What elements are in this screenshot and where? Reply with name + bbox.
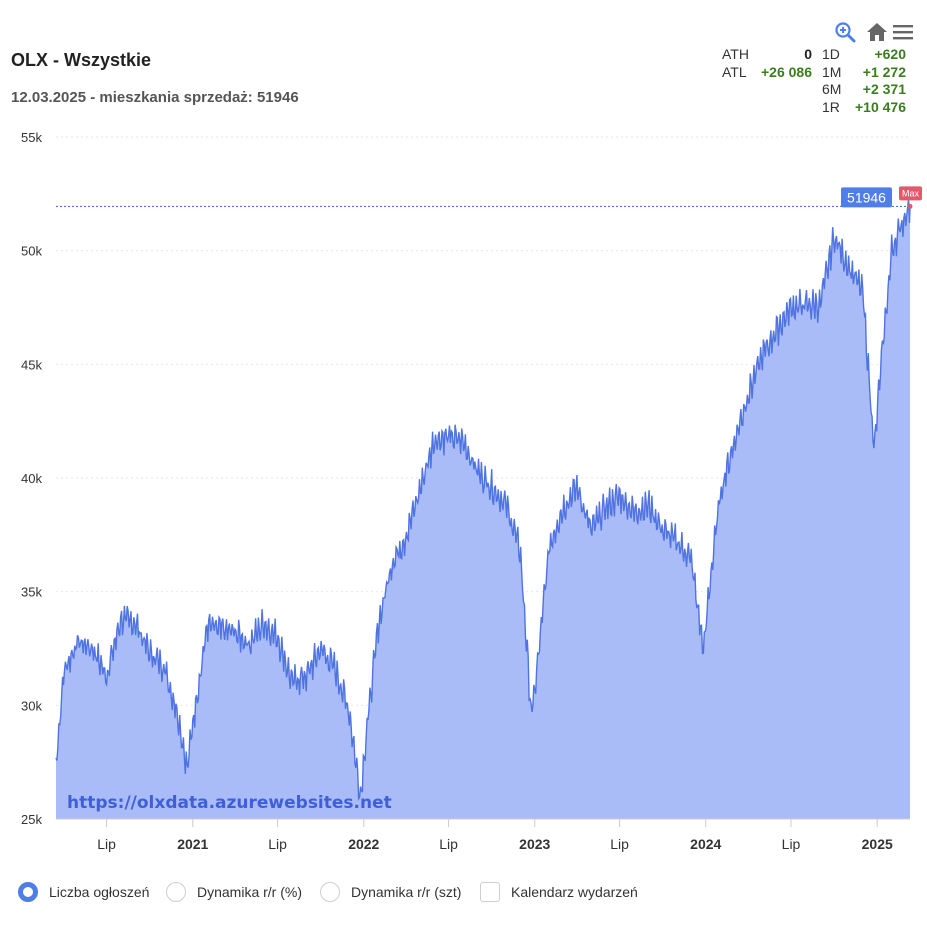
reference-label: 51946: [841, 187, 892, 208]
x-tick-label: Lip: [97, 836, 116, 852]
home-icon[interactable]: [865, 20, 889, 44]
legend-label: Liczba ogłoszeń: [49, 884, 150, 900]
x-tick-label: Lip: [610, 836, 629, 852]
legend-label: Kalendarz wydarzeń: [511, 884, 638, 900]
r1-label: 1R: [822, 99, 840, 115]
max-point[interactable]: [907, 203, 913, 209]
m1-value: +1 272: [862, 64, 906, 80]
x-tick-label: Lip: [439, 836, 458, 852]
y-tick-label: 50k: [21, 244, 42, 259]
ath-value: 0: [804, 46, 812, 62]
legend-label: Dynamika r/r (%): [197, 884, 303, 900]
radio-unselected-icon[interactable]: [320, 882, 340, 902]
m1-label: 1M: [822, 64, 842, 80]
d1-label: 1D: [822, 46, 840, 62]
d1-value: +620: [874, 46, 906, 62]
x-tick-label: 2024: [690, 836, 721, 852]
radio-unselected-icon[interactable]: [166, 882, 186, 902]
max-badge-text: Max: [902, 188, 920, 198]
reference-label-text: 51946: [847, 189, 886, 205]
x-tick-label: 2025: [862, 836, 893, 852]
zoom-icon[interactable]: [833, 20, 857, 44]
chart-subtitle: 12.03.2025 - mieszkania sprzedaż: 51946: [11, 89, 299, 106]
atl-label: ATL: [722, 64, 747, 80]
max-badge: Max: [899, 186, 922, 201]
atl-value: +26 086: [761, 64, 812, 80]
y-tick-label: 30k: [21, 698, 42, 713]
radio-selected-icon[interactable]: [18, 882, 38, 902]
series-line[interactable]: [55, 197, 911, 801]
y-tick-label: 35k: [21, 585, 42, 600]
x-axis: Lip 2021 Lip 2022 Lip 2023 Lip 2024 Lip 2025: [97, 819, 893, 852]
checkbox-icon[interactable]: [480, 882, 500, 902]
chart-title: OLX - Wszystkie: [11, 50, 152, 70]
legend-label: Dynamika r/r (szt): [351, 884, 462, 900]
x-tick-label: Lip: [782, 836, 801, 852]
y-tick-label: 45k: [21, 357, 42, 372]
x-tick-label: Lip: [268, 836, 287, 852]
m6-value: +2 371: [862, 81, 906, 97]
y-tick-label: 25k: [21, 812, 42, 827]
menu-icon[interactable]: [891, 20, 915, 44]
x-tick-label: 2022: [348, 836, 379, 852]
x-tick-label: 2021: [177, 836, 208, 852]
watermark: https://olxdata.azurewebsites.net: [67, 793, 392, 813]
x-tick-label: 2023: [519, 836, 550, 852]
ath-label: ATH: [722, 46, 749, 62]
stats-panel: ATH 0 ATL +26 086 1D +620 1M +1 272 6M +…: [700, 46, 910, 118]
y-tick-label: 55k: [21, 130, 42, 145]
series-area: [56, 197, 910, 819]
r1-value: +10 476: [855, 99, 906, 115]
y-axis: 55k 50k 45k 40k 35k 30k 25k: [21, 130, 42, 827]
y-tick-label: 40k: [21, 471, 42, 486]
m6-label: 6M: [822, 81, 842, 97]
